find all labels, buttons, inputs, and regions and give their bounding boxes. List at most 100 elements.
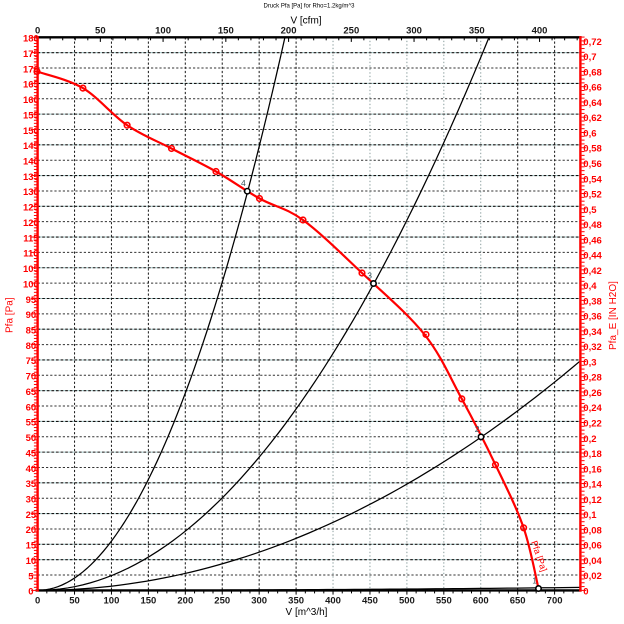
svg-text:140: 140 <box>23 157 39 168</box>
svg-text:110: 110 <box>23 249 38 260</box>
svg-text:150: 150 <box>140 595 156 606</box>
svg-text:115: 115 <box>23 233 39 244</box>
svg-text:650: 650 <box>510 595 526 606</box>
svg-text:25: 25 <box>26 510 37 521</box>
svg-text:0,04: 0,04 <box>583 556 602 567</box>
svg-text:165: 165 <box>23 80 40 91</box>
svg-text:20: 20 <box>26 525 37 536</box>
svg-text:200: 200 <box>177 595 193 606</box>
svg-text:0,18: 0,18 <box>583 449 602 460</box>
svg-text:100: 100 <box>23 279 39 290</box>
svg-text:250: 250 <box>214 595 230 606</box>
svg-text:0,16: 0,16 <box>583 464 602 475</box>
svg-text:0,2: 0,2 <box>583 434 596 445</box>
svg-text:700: 700 <box>547 595 563 606</box>
svg-text:50: 50 <box>69 595 80 606</box>
svg-text:55: 55 <box>26 418 37 429</box>
svg-text:350: 350 <box>288 595 304 606</box>
svg-text:0,08: 0,08 <box>583 525 602 536</box>
svg-text:0,62: 0,62 <box>583 113 602 124</box>
svg-text:0,72: 0,72 <box>583 37 602 48</box>
svg-text:300: 300 <box>251 595 267 606</box>
svg-text:125: 125 <box>23 203 40 214</box>
svg-text:0,34: 0,34 <box>583 327 602 338</box>
svg-text:0,28: 0,28 <box>583 373 602 384</box>
svg-text:Pfa_E [IN H2O]: Pfa_E [IN H2O] <box>608 281 619 350</box>
svg-text:30: 30 <box>26 495 37 506</box>
svg-text:0,44: 0,44 <box>583 251 602 262</box>
svg-text:145: 145 <box>23 141 40 152</box>
svg-text:0,6: 0,6 <box>583 128 596 139</box>
svg-text:0,46: 0,46 <box>583 235 602 246</box>
svg-text:0,36: 0,36 <box>583 312 602 323</box>
svg-text:400: 400 <box>532 26 548 37</box>
svg-text:75: 75 <box>26 356 37 367</box>
svg-text:95: 95 <box>26 295 37 306</box>
svg-text:0: 0 <box>35 26 40 37</box>
svg-text:65: 65 <box>26 387 37 398</box>
svg-text:15: 15 <box>26 541 37 552</box>
svg-text:0: 0 <box>28 587 33 598</box>
svg-text:120: 120 <box>23 218 39 229</box>
svg-text:175: 175 <box>23 49 40 60</box>
svg-text:0,64: 0,64 <box>583 98 602 109</box>
svg-text:105: 105 <box>23 264 40 275</box>
svg-text:0: 0 <box>35 595 40 606</box>
svg-text:0,66: 0,66 <box>583 83 602 94</box>
svg-text:Druck Pfa [Pa] for Rho=1.2kg/m: Druck Pfa [Pa] for Rho=1.2kg/m^3 <box>263 4 355 10</box>
svg-text:2: 2 <box>475 424 480 434</box>
svg-text:130: 130 <box>23 187 39 198</box>
svg-text:500: 500 <box>399 595 415 606</box>
svg-text:0,1: 0,1 <box>583 510 597 521</box>
svg-text:150: 150 <box>23 126 39 137</box>
svg-text:0,06: 0,06 <box>583 541 602 552</box>
svg-text:3: 3 <box>367 271 372 281</box>
svg-text:40: 40 <box>26 464 37 475</box>
svg-text:550: 550 <box>436 595 452 606</box>
svg-text:0,48: 0,48 <box>583 220 602 231</box>
svg-text:5: 5 <box>28 571 34 582</box>
svg-text:85: 85 <box>26 326 37 337</box>
svg-text:0,14: 0,14 <box>583 480 602 491</box>
svg-text:0,24: 0,24 <box>583 403 602 414</box>
svg-text:0,22: 0,22 <box>583 419 602 430</box>
svg-text:600: 600 <box>473 595 489 606</box>
svg-text:0: 0 <box>583 586 588 597</box>
svg-text:80: 80 <box>26 341 37 352</box>
svg-text:90: 90 <box>26 310 37 321</box>
svg-text:45: 45 <box>26 448 37 459</box>
svg-text:180: 180 <box>23 34 39 45</box>
svg-text:0,26: 0,26 <box>583 388 602 399</box>
svg-text:150: 150 <box>218 26 234 37</box>
svg-text:0,4: 0,4 <box>583 281 597 292</box>
svg-text:100: 100 <box>104 595 120 606</box>
svg-text:100: 100 <box>155 26 171 37</box>
svg-text:0,5: 0,5 <box>583 205 597 216</box>
svg-text:450: 450 <box>362 595 378 606</box>
svg-text:170: 170 <box>23 64 39 75</box>
svg-text:300: 300 <box>406 26 422 37</box>
svg-text:V [m^3/h]: V [m^3/h] <box>286 607 328 618</box>
svg-text:250: 250 <box>343 26 359 37</box>
svg-text:70: 70 <box>26 372 37 383</box>
svg-text:Pfa [Pa]: Pfa [Pa] <box>5 297 16 333</box>
svg-text:200: 200 <box>281 26 297 37</box>
svg-text:50: 50 <box>95 26 106 37</box>
svg-text:0,38: 0,38 <box>583 296 602 307</box>
svg-text:160: 160 <box>23 95 39 106</box>
svg-text:10: 10 <box>26 556 37 567</box>
svg-text:0,32: 0,32 <box>583 342 602 353</box>
svg-text:0,02: 0,02 <box>583 571 602 582</box>
svg-text:0,12: 0,12 <box>583 495 602 506</box>
svg-text:155: 155 <box>23 110 40 121</box>
svg-text:0,56: 0,56 <box>583 159 602 170</box>
svg-text:1: 1 <box>532 576 537 586</box>
svg-text:0,54: 0,54 <box>583 174 602 185</box>
svg-text:4: 4 <box>241 178 246 188</box>
svg-text:135: 135 <box>23 172 40 183</box>
svg-text:50: 50 <box>26 433 37 444</box>
svg-text:0,52: 0,52 <box>583 190 602 201</box>
svg-text:350: 350 <box>469 26 485 37</box>
svg-text:35: 35 <box>26 479 37 490</box>
svg-text:0,42: 0,42 <box>583 266 602 277</box>
